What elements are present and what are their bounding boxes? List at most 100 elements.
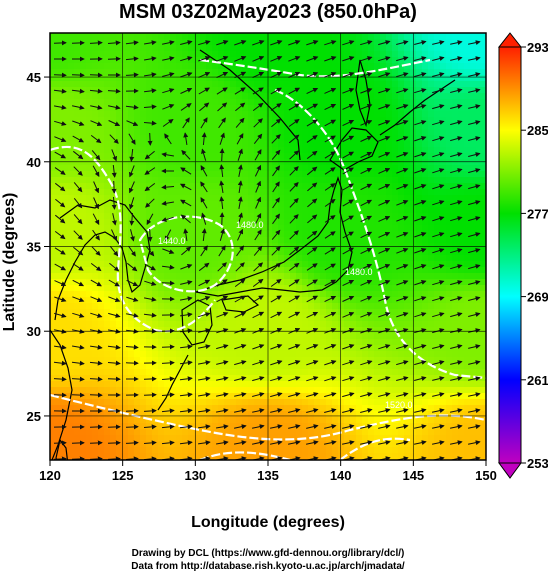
heatmap-cell — [428, 279, 435, 286]
heatmap-cell — [110, 387, 117, 394]
heatmap-cell — [200, 303, 207, 310]
heatmap-cell — [50, 129, 57, 136]
heatmap-cell — [92, 195, 99, 202]
heatmap-cell — [422, 339, 429, 346]
heatmap-cell — [422, 213, 429, 220]
heatmap-cell — [224, 417, 231, 424]
heatmap-cell — [314, 189, 321, 196]
heatmap-cell — [398, 147, 405, 154]
heatmap-cell — [428, 333, 435, 340]
heatmap-cell — [380, 117, 387, 124]
heatmap-cell — [266, 39, 273, 46]
heatmap-cell — [266, 195, 273, 202]
heatmap-cell — [176, 171, 183, 178]
heatmap-cell — [464, 231, 471, 238]
heatmap-cell — [248, 231, 255, 238]
heatmap-cell — [236, 87, 243, 94]
heatmap-cell — [56, 63, 63, 70]
heatmap-cell — [338, 231, 345, 238]
heatmap-cell — [344, 303, 351, 310]
heatmap-cell — [182, 411, 189, 418]
heatmap-cell — [374, 45, 381, 52]
heatmap-cell — [260, 51, 267, 58]
heatmap-cell — [212, 105, 219, 112]
heatmap-cell — [470, 261, 477, 268]
heatmap-cell — [458, 159, 465, 166]
heatmap-cell — [86, 417, 93, 424]
heatmap-cell — [212, 117, 219, 124]
heatmap-cell — [80, 381, 87, 388]
heatmap-cell — [248, 363, 255, 370]
heatmap-cell — [86, 165, 93, 172]
heatmap-cell — [464, 159, 471, 166]
heatmap-cell — [242, 231, 249, 238]
heatmap-cell — [146, 69, 153, 76]
heatmap-cell — [230, 171, 237, 178]
heatmap-cell — [404, 225, 411, 232]
heatmap-cell — [404, 237, 411, 244]
heatmap-cell — [272, 405, 279, 412]
heatmap-cell — [104, 303, 111, 310]
heatmap-cell — [80, 375, 87, 382]
heatmap-cell — [68, 339, 75, 346]
heatmap-cell — [128, 231, 135, 238]
heatmap-cell — [128, 315, 135, 322]
heatmap-cell — [254, 129, 261, 136]
heatmap-cell — [98, 375, 105, 382]
heatmap-cell — [350, 387, 357, 394]
heatmap-cell — [278, 195, 285, 202]
heatmap-cell — [116, 399, 123, 406]
heatmap-cell — [224, 99, 231, 106]
heatmap-cell — [404, 363, 411, 370]
heatmap-cell — [464, 129, 471, 136]
heatmap-cell — [338, 309, 345, 316]
heatmap-cell — [254, 33, 261, 40]
heatmap-cell — [434, 225, 441, 232]
heatmap-cell — [434, 417, 441, 424]
heatmap-cell — [482, 69, 486, 76]
heatmap-cell — [98, 57, 105, 64]
heatmap-cell — [356, 219, 363, 226]
heatmap-cell — [140, 393, 147, 400]
heatmap-cell — [314, 99, 321, 106]
heatmap-cell — [338, 297, 345, 304]
heatmap-cell — [212, 147, 219, 154]
heatmap-cell — [434, 177, 441, 184]
heatmap-cell — [116, 195, 123, 202]
heatmap-cell — [392, 405, 399, 412]
heatmap-cell — [242, 159, 249, 166]
heatmap-cell — [170, 297, 177, 304]
heatmap-cell — [248, 39, 255, 46]
heatmap-cell — [476, 207, 483, 214]
heatmap-cell — [50, 69, 57, 76]
heatmap-cell — [326, 183, 333, 190]
heatmap-cell — [194, 375, 201, 382]
heatmap-cell — [482, 57, 486, 64]
heatmap-cell — [200, 351, 207, 358]
heatmap-cell — [158, 381, 165, 388]
heatmap-cell — [158, 57, 165, 64]
heatmap-cell — [86, 267, 93, 274]
heatmap-cell — [266, 369, 273, 376]
heatmap-cell — [86, 231, 93, 238]
heatmap-cell — [320, 237, 327, 244]
heatmap-cell — [116, 123, 123, 130]
heatmap-cell — [320, 339, 327, 346]
heatmap-cell — [248, 357, 255, 364]
heatmap-cell — [344, 33, 351, 40]
heatmap-cell — [344, 285, 351, 292]
heatmap-cell — [482, 291, 486, 298]
heatmap-cell — [212, 33, 219, 40]
heatmap-cell — [140, 51, 147, 58]
heatmap-cell — [446, 375, 453, 382]
heatmap-cell — [194, 69, 201, 76]
heatmap-cell — [398, 363, 405, 370]
heatmap-cell — [92, 177, 99, 184]
heatmap-cell — [362, 411, 369, 418]
heatmap-cell — [452, 435, 459, 442]
heatmap-cell — [116, 99, 123, 106]
heatmap-cell — [326, 75, 333, 82]
heatmap-cell — [206, 369, 213, 376]
heatmap-cell — [86, 423, 93, 430]
heatmap-cell — [248, 309, 255, 316]
